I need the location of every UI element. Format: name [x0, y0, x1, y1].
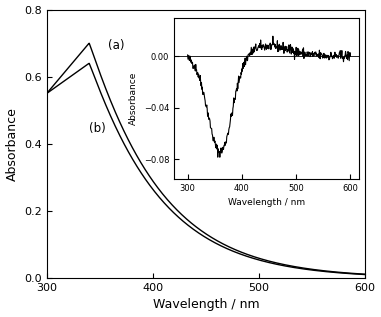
Y-axis label: Absorbance: Absorbance [6, 107, 19, 181]
Text: (a): (a) [108, 39, 125, 52]
Text: (c): (c) [342, 19, 357, 29]
X-axis label: Wavelength / nm: Wavelength / nm [152, 298, 259, 311]
Text: (b): (b) [89, 122, 106, 135]
